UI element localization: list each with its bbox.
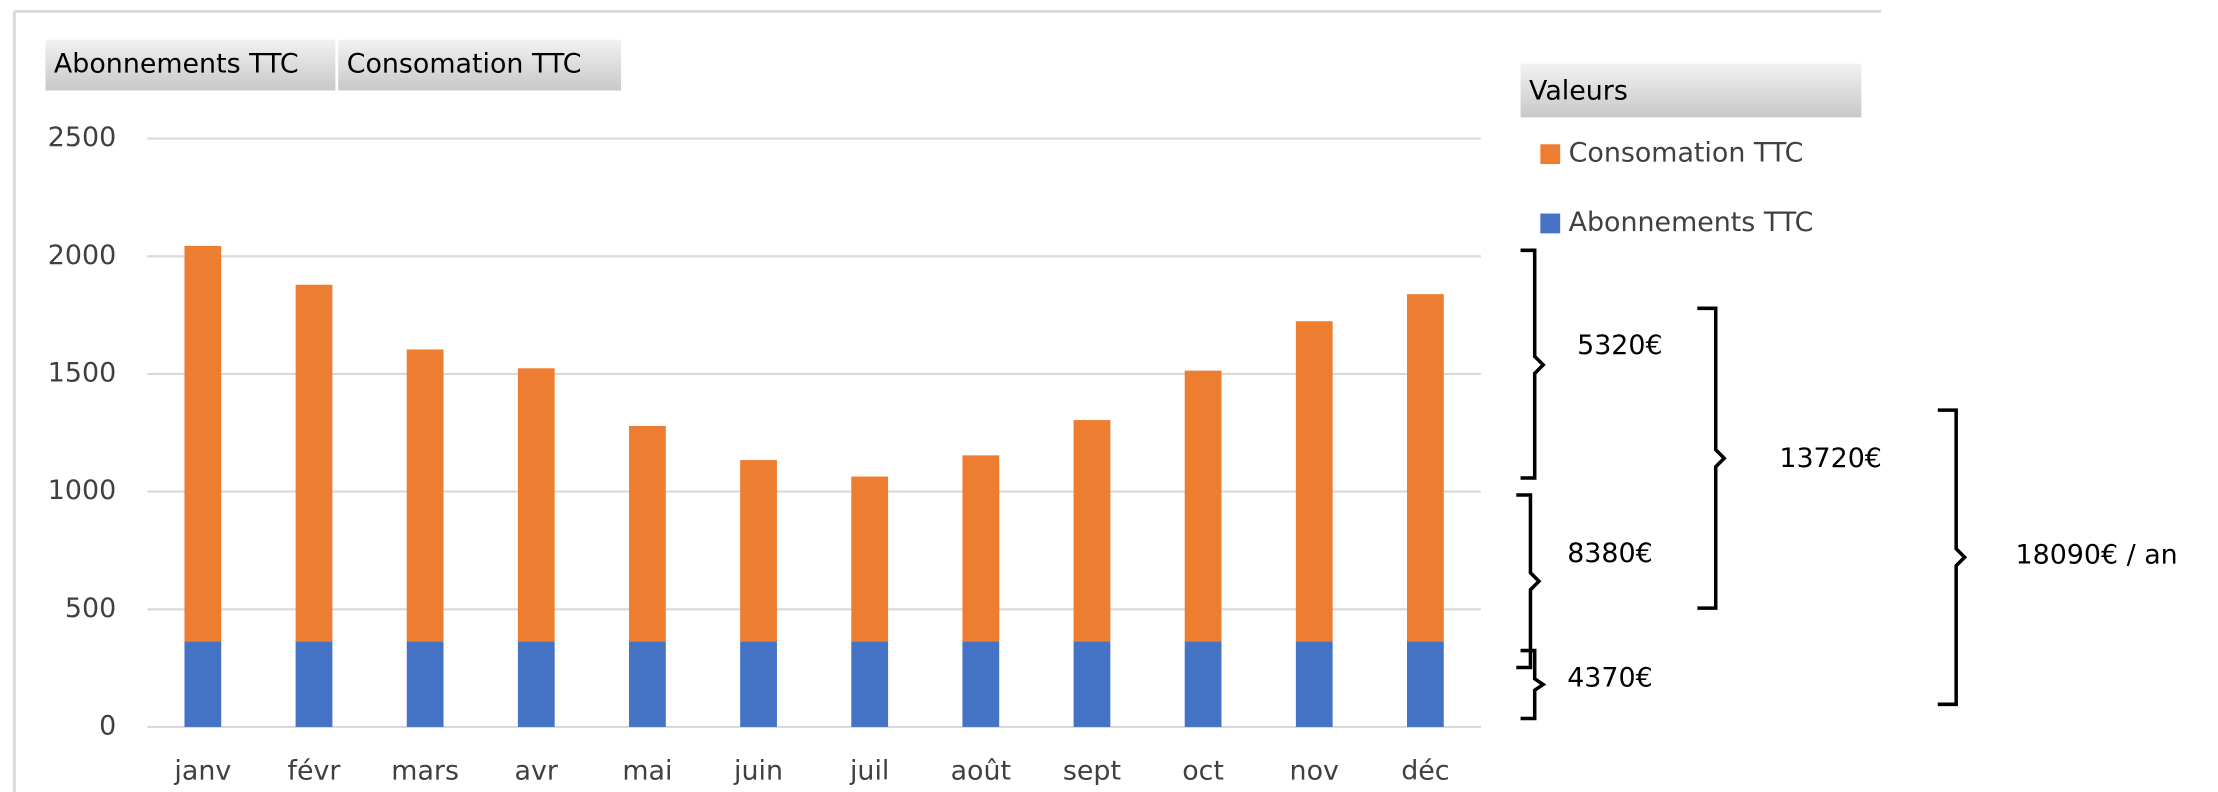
legend-title: Valeurs: [1529, 75, 1628, 106]
bar: [629, 425, 666, 642]
brace: [1697, 306, 1727, 610]
x-tick-label: janv: [173, 756, 231, 787]
x-tick-label: avr: [515, 756, 559, 787]
y-tick-label: 0: [99, 710, 116, 741]
bar: [184, 641, 222, 727]
brace: [1520, 248, 1546, 480]
annotation: 5320€: [1577, 330, 1662, 361]
y-tick-label: 500: [65, 593, 116, 624]
legend-label: Abonnements TTC: [1569, 207, 1814, 238]
legend-label: Consomation TTC: [1569, 138, 1804, 169]
bar: [740, 460, 777, 642]
bar: [295, 641, 333, 727]
y-tick-label: 2500: [48, 122, 116, 153]
x-tick-label: nov: [1290, 756, 1339, 787]
bar: [1407, 641, 1444, 727]
brace: [1516, 493, 1542, 670]
bar: [962, 455, 1000, 642]
bar: [184, 245, 222, 642]
bar: [1407, 294, 1444, 642]
bar: [517, 641, 555, 727]
bar: [406, 641, 444, 727]
x-tick-label: mai: [622, 756, 672, 787]
x-tick-label: juin: [733, 756, 783, 787]
legend-header[interactable]: [1520, 63, 1862, 118]
x-tick-label: sept: [1063, 756, 1121, 787]
bar: [1184, 370, 1222, 642]
annotation: 4370€: [1567, 662, 1652, 693]
legend-swatch: [1540, 213, 1561, 234]
y-tick-label: 2000: [48, 240, 116, 271]
bar: [962, 641, 1000, 727]
brace: [1520, 648, 1547, 721]
annotation: 8380€: [1567, 538, 1652, 569]
x-tick-label: mars: [391, 756, 459, 787]
field-button[interactable]: [338, 39, 622, 91]
x-tick-label: août: [951, 756, 1011, 787]
bar: [295, 284, 333, 642]
bar: [851, 641, 889, 727]
bar: [1295, 321, 1333, 642]
bar: [1073, 420, 1111, 642]
bar: [851, 476, 889, 642]
x-tick-label: juil: [849, 756, 889, 787]
brace: [1937, 408, 1968, 707]
x-tick-label: oct: [1182, 756, 1224, 787]
y-tick-label: 1000: [48, 475, 116, 506]
annotation: 18090€ / an: [2016, 539, 2178, 570]
bar: [740, 641, 777, 727]
bar: [1295, 641, 1333, 727]
bar: [406, 349, 444, 642]
y-tick-label: 1500: [48, 357, 116, 388]
field-button[interactable]: [45, 39, 336, 91]
x-tick-label: déc: [1401, 756, 1449, 787]
legend-swatch: [1540, 144, 1561, 165]
annotation: 13720€: [1779, 443, 1882, 474]
bar: [1073, 641, 1111, 727]
field-button-label[interactable]: Consomation TTC: [347, 49, 582, 80]
bar: [517, 368, 555, 642]
bar: [1184, 641, 1222, 727]
field-button-label[interactable]: Abonnements TTC: [54, 49, 299, 80]
x-tick-label: févr: [288, 756, 342, 787]
bar: [629, 641, 666, 727]
